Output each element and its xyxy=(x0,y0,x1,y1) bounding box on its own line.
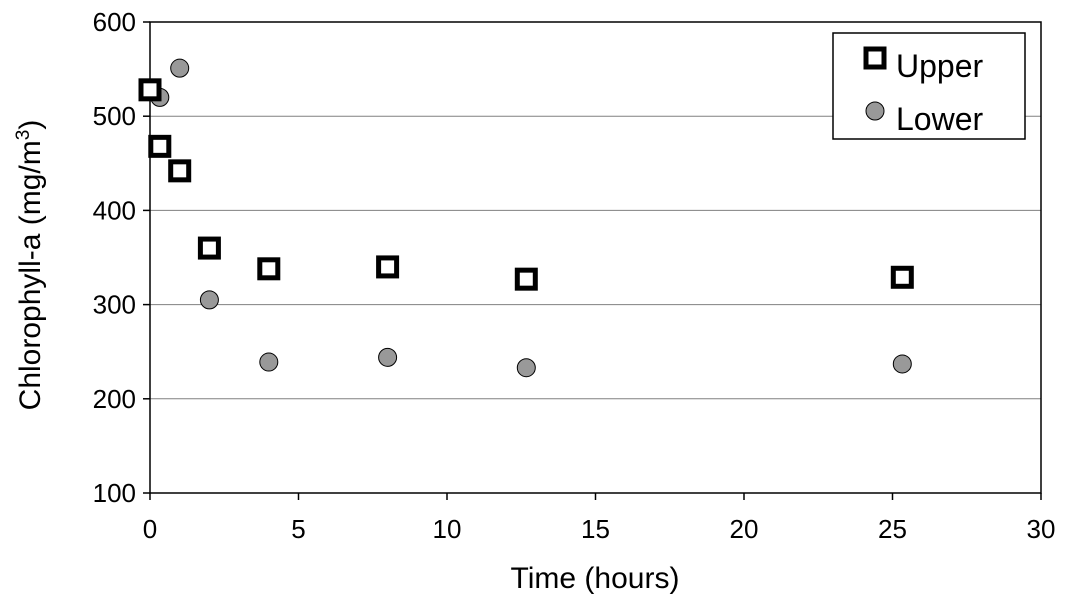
data-point-upper xyxy=(376,255,400,279)
y-axis-title-close: ) xyxy=(14,120,47,130)
data-point-upper xyxy=(257,257,281,281)
data-point-lower xyxy=(516,358,536,378)
data-point-lower xyxy=(259,352,279,372)
series-lower xyxy=(140,58,912,378)
data-point-upper xyxy=(890,265,914,289)
data-point-lower xyxy=(892,354,912,374)
y-axis-title: Chlorophyll-a (mg/m3) xyxy=(13,120,47,411)
data-point-upper xyxy=(138,78,162,102)
x-tick-label: 30 xyxy=(1027,514,1056,544)
x-tick-label: 10 xyxy=(433,514,462,544)
legend-marker-upper xyxy=(863,46,887,70)
y-tick-label: 500 xyxy=(93,101,136,131)
series-upper xyxy=(138,78,914,291)
y-tick-label: 200 xyxy=(93,384,136,414)
legend: Upper Lower xyxy=(832,32,1026,140)
data-point-lower xyxy=(199,290,219,310)
y-tick-label: 600 xyxy=(93,7,136,37)
data-point-lower xyxy=(170,58,190,78)
y-tick-label: 300 xyxy=(93,290,136,320)
legend-label-lower: Lower xyxy=(896,101,984,137)
legend-label-upper: Upper xyxy=(896,48,984,84)
data-series xyxy=(138,58,914,378)
data-point-upper xyxy=(168,159,192,183)
x-tick-label: 25 xyxy=(878,514,907,544)
y-axis-title-main: Chlorophyll-a (mg/m xyxy=(14,140,47,410)
data-point-lower xyxy=(378,347,398,367)
axis-ticks: 100 200 300 400 500 600 0 5 10 15 20 25 30 xyxy=(93,7,1056,544)
x-tick-label: 5 xyxy=(291,514,305,544)
x-tick-label: 15 xyxy=(581,514,610,544)
x-tick-label: 20 xyxy=(730,514,759,544)
y-tick-label: 100 xyxy=(93,478,136,508)
data-point-upper xyxy=(148,134,172,158)
x-axis-title: Time (hours) xyxy=(511,562,680,595)
x-tick-label: 0 xyxy=(143,514,157,544)
data-point-upper xyxy=(197,236,221,260)
y-tick-label: 400 xyxy=(93,195,136,225)
data-point-upper xyxy=(514,267,538,291)
y-axis-title-superscript: 3 xyxy=(13,130,34,141)
legend-marker-lower xyxy=(865,101,885,121)
